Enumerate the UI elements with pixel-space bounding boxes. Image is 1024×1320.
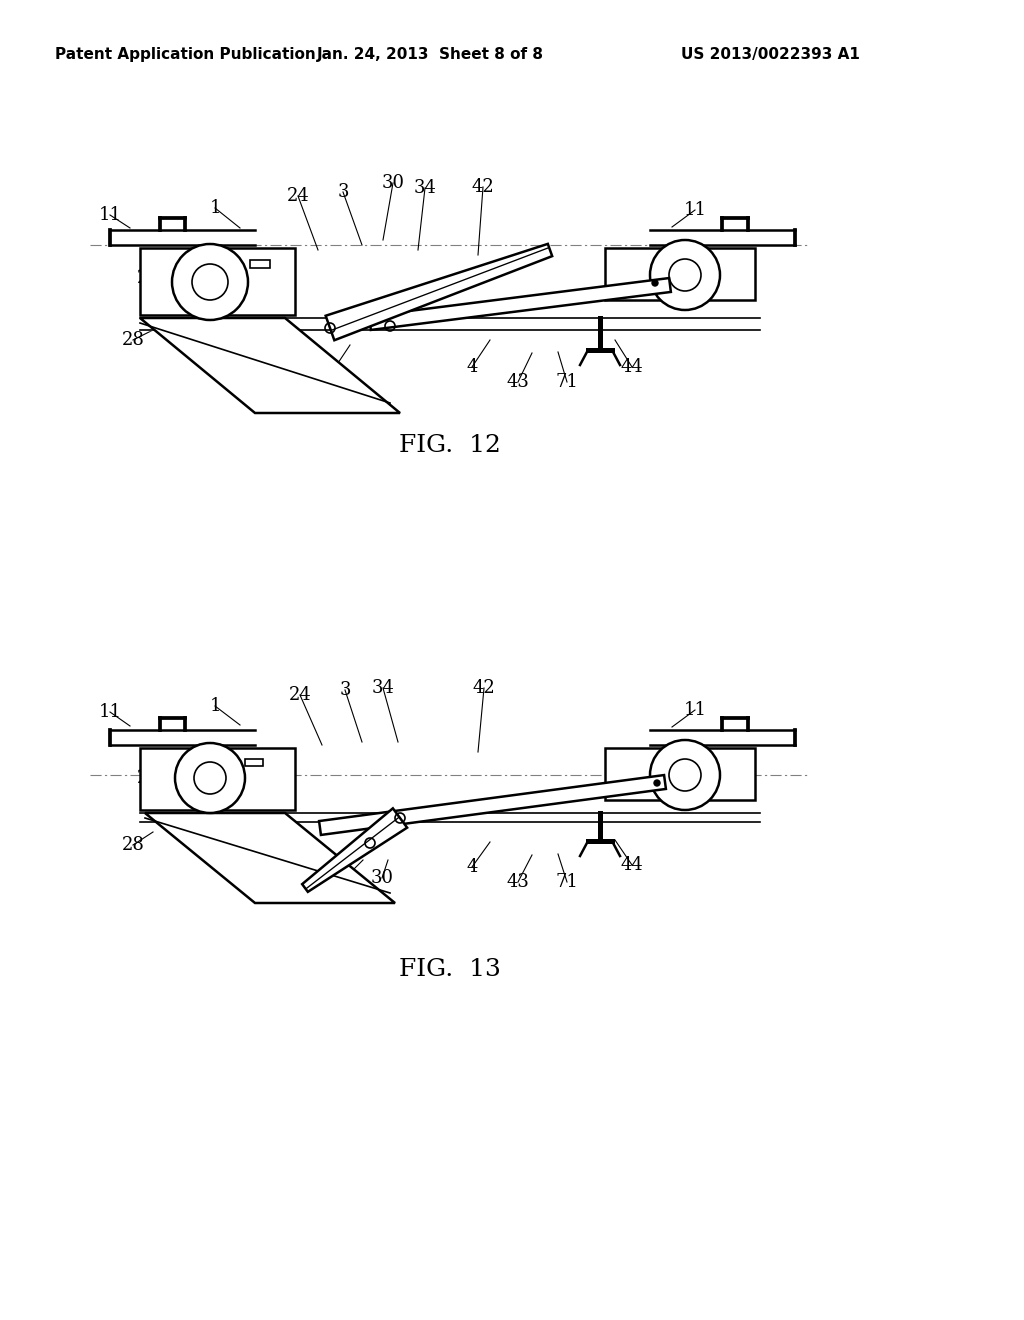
Text: 4: 4 — [466, 858, 477, 876]
Polygon shape — [140, 748, 295, 810]
Polygon shape — [140, 248, 295, 315]
Text: US 2013/0022393 A1: US 2013/0022393 A1 — [681, 48, 859, 62]
Circle shape — [652, 280, 658, 286]
Polygon shape — [319, 775, 666, 836]
Text: 71: 71 — [556, 374, 579, 391]
Text: 71: 71 — [556, 873, 579, 891]
Text: FIG.  13: FIG. 13 — [399, 958, 501, 982]
Text: 34: 34 — [372, 678, 394, 697]
Text: 20: 20 — [136, 770, 160, 787]
Text: Patent Application Publication: Patent Application Publication — [54, 48, 315, 62]
Polygon shape — [605, 248, 755, 300]
Polygon shape — [369, 279, 671, 330]
Circle shape — [650, 240, 720, 310]
Text: 11: 11 — [683, 201, 707, 219]
Text: 4: 4 — [466, 358, 477, 376]
Text: 3: 3 — [339, 681, 351, 700]
Text: 20: 20 — [136, 269, 160, 286]
Text: 40: 40 — [695, 774, 719, 791]
Text: 40: 40 — [695, 273, 719, 290]
Polygon shape — [140, 318, 400, 413]
Text: 44: 44 — [621, 358, 643, 376]
Circle shape — [172, 244, 248, 319]
Text: 42: 42 — [473, 678, 496, 697]
Bar — [250, 260, 270, 268]
Circle shape — [654, 780, 660, 785]
Text: FIG.  12: FIG. 12 — [399, 433, 501, 457]
Text: 33: 33 — [251, 384, 273, 403]
Text: 28: 28 — [122, 836, 144, 854]
Bar — [245, 759, 263, 766]
Text: 28: 28 — [122, 331, 144, 348]
Polygon shape — [605, 748, 755, 800]
Text: 44: 44 — [621, 855, 643, 874]
Text: 30: 30 — [371, 869, 393, 887]
Text: 2: 2 — [209, 360, 221, 379]
Text: 30: 30 — [382, 174, 404, 191]
Text: 25: 25 — [318, 366, 341, 384]
Text: 11: 11 — [98, 206, 122, 224]
Text: 3: 3 — [337, 183, 349, 201]
Text: 1: 1 — [209, 199, 221, 216]
Text: 42: 42 — [472, 178, 495, 195]
Polygon shape — [145, 813, 395, 903]
Circle shape — [650, 741, 720, 810]
Text: 22: 22 — [207, 849, 229, 867]
Text: 25: 25 — [334, 869, 356, 887]
Text: 43: 43 — [507, 873, 529, 891]
Text: 33: 33 — [273, 880, 297, 899]
Text: 43: 43 — [507, 374, 529, 391]
Text: 24: 24 — [287, 187, 309, 205]
Text: 11: 11 — [98, 704, 122, 721]
Text: Jan. 24, 2013  Sheet 8 of 8: Jan. 24, 2013 Sheet 8 of 8 — [316, 48, 544, 62]
Polygon shape — [302, 808, 408, 892]
Text: 11: 11 — [683, 701, 707, 719]
Text: 2: 2 — [247, 861, 258, 879]
Polygon shape — [326, 244, 552, 341]
Text: 1: 1 — [209, 697, 221, 715]
Circle shape — [175, 743, 245, 813]
Text: 24: 24 — [289, 686, 311, 704]
Text: 34: 34 — [414, 180, 436, 197]
